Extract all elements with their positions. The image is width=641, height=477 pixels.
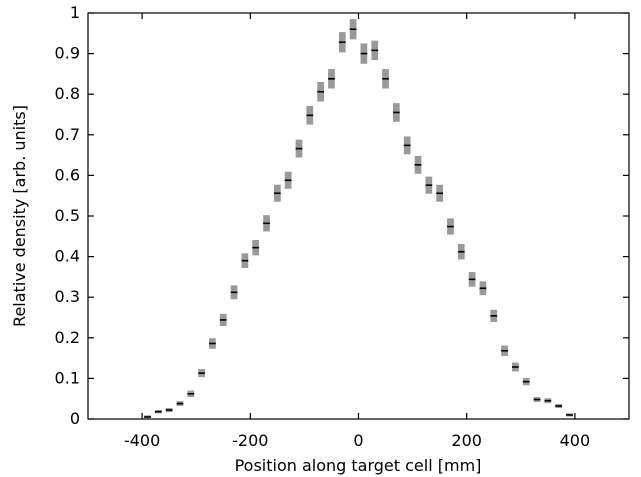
y-tick-label: 0.9 (55, 44, 80, 63)
data-point (468, 272, 476, 287)
data-point (176, 401, 184, 407)
data-point (360, 43, 368, 64)
data-point (317, 82, 324, 102)
x-tick-label: 200 (451, 431, 482, 450)
x-axis-title: Position along target cell [mm] (235, 456, 482, 475)
x-tick-label: -400 (124, 431, 160, 450)
data-point (371, 40, 379, 61)
data-point (501, 345, 508, 357)
data-point (393, 103, 400, 122)
y-tick-label: 0.5 (55, 206, 80, 225)
data-point (457, 244, 465, 260)
data-point (479, 281, 487, 296)
data-point (306, 105, 314, 125)
data-points (144, 19, 573, 419)
data-point (436, 184, 444, 202)
x-tick-label: -200 (232, 431, 268, 450)
data-point (241, 253, 249, 268)
data-point (522, 377, 530, 386)
data-point (187, 390, 195, 398)
y-tick-label: 0.8 (55, 84, 80, 103)
data-point (447, 218, 454, 235)
data-point (544, 398, 552, 404)
data-point (219, 313, 227, 327)
data-point (338, 32, 346, 53)
data-point (144, 415, 151, 419)
data-point (230, 285, 238, 300)
y-tick-label: 0.4 (55, 247, 80, 266)
data-point (154, 410, 162, 414)
y-tick-label: 0.6 (55, 165, 80, 184)
y-tick-label: 0.7 (55, 125, 80, 144)
data-point (512, 362, 519, 372)
data-point (425, 176, 433, 194)
x-axis: -400 -200 0 200 400 (124, 13, 590, 450)
data-point (403, 136, 411, 155)
plot-frame (87, 12, 630, 420)
x-tick-label: 400 (560, 431, 591, 450)
data-point (284, 171, 292, 189)
y-tick-label: 0.3 (55, 287, 80, 306)
data-point (555, 403, 563, 409)
data-point (295, 139, 303, 158)
data-point (263, 215, 270, 232)
data-point (382, 69, 389, 89)
x-tick-label: 0 (353, 431, 363, 450)
data-point (273, 184, 281, 202)
data-point (198, 369, 205, 378)
data-point (490, 309, 498, 322)
data-point (349, 19, 357, 40)
y-tick-label: 1 (70, 3, 80, 22)
y-tick-label: 0.2 (55, 328, 80, 347)
data-point (252, 239, 260, 256)
data-point (533, 397, 541, 402)
y-axis-title: Relative density [arb. units] (10, 105, 29, 327)
y-tick-label: 0.1 (55, 368, 80, 387)
data-point (566, 413, 573, 417)
data-point (328, 69, 335, 89)
y-axis: 0 0.1 0.2 0.3 0.4 0.5 0.6 0.7 0.8 0.9 1 (55, 3, 629, 428)
data-point (209, 338, 216, 349)
data-point (165, 408, 173, 413)
data-point (414, 155, 422, 174)
y-tick-label: 0 (70, 409, 80, 428)
